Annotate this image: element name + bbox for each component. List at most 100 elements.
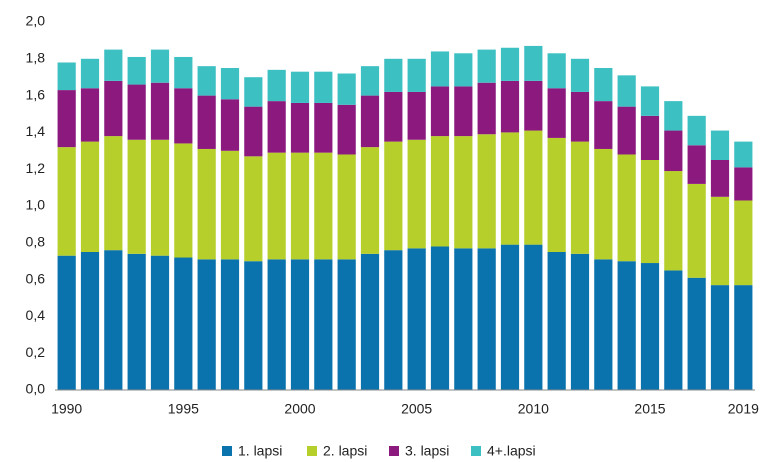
- bar-segment: [337, 259, 356, 390]
- bar-segment: [500, 244, 520, 390]
- bar-segment: [384, 141, 403, 251]
- bar-segment: [640, 115, 660, 160]
- bar-segment: [57, 62, 76, 91]
- bar-segment: [594, 148, 613, 260]
- bar-segment: [734, 167, 753, 201]
- bar-segment: [127, 139, 146, 254]
- bar-segment: [244, 106, 263, 157]
- bar-segment: [430, 86, 450, 137]
- bar-segment: [430, 51, 450, 87]
- bar-segment: [360, 66, 380, 96]
- x-tick-label: 2005: [401, 401, 432, 417]
- bar-segment: [710, 130, 730, 160]
- bar-segment: [197, 66, 216, 96]
- bar-segment: [267, 101, 286, 153]
- bar-segment: [174, 257, 193, 390]
- bar-segment: [477, 82, 496, 135]
- bar-segment: [174, 56, 193, 89]
- bar-segment: [57, 147, 76, 256]
- bar-segment: [547, 88, 566, 138]
- y-tick-label: 1,0: [26, 197, 46, 213]
- bar-segment: [617, 154, 636, 262]
- bar-segment: [384, 250, 403, 390]
- bar-segment: [220, 150, 240, 260]
- bar-segment: [197, 95, 216, 149]
- bar-segment: [547, 252, 566, 390]
- bar-segment: [104, 136, 123, 251]
- bar-segment: [640, 86, 660, 116]
- x-tick-label: 1990: [51, 401, 82, 417]
- bar-segment: [290, 102, 310, 153]
- x-tick-label: 2015: [634, 401, 665, 417]
- bar-segment: [360, 253, 380, 390]
- bar-segment: [290, 152, 310, 260]
- bar-segment: [524, 45, 543, 81]
- bar-segment: [594, 101, 613, 149]
- bar-segment: [454, 86, 473, 137]
- y-tick-label: 0,4: [26, 307, 46, 323]
- legend-swatch: [471, 446, 481, 456]
- bar-segment: [174, 88, 193, 144]
- bar-segment: [617, 106, 636, 155]
- bar-segment: [524, 80, 543, 131]
- bar-segment: [664, 171, 683, 271]
- bar-segment: [267, 69, 286, 102]
- bar-segment: [570, 91, 590, 142]
- bar-segment: [290, 71, 310, 103]
- bar-segment: [80, 141, 100, 252]
- bar-segment: [337, 73, 356, 105]
- bar-segment: [477, 134, 496, 249]
- bar-segment: [267, 259, 286, 390]
- y-tick-label: 0,2: [26, 344, 46, 360]
- legend-label: 3. lapsi: [405, 443, 449, 459]
- bar-segment: [687, 277, 706, 390]
- bar-segment: [687, 183, 706, 278]
- bar-segment: [477, 248, 496, 390]
- bar-segment: [454, 136, 473, 249]
- bar-segment: [80, 58, 100, 89]
- bar-segment: [337, 154, 356, 260]
- y-tick-label: 0,0: [26, 381, 46, 397]
- bar-segment: [127, 56, 146, 85]
- bar-segment: [150, 255, 170, 390]
- bar-segment: [104, 80, 123, 137]
- bar-segment: [664, 101, 683, 131]
- bar-segment: [734, 285, 753, 390]
- y-tick-label: 0,6: [26, 270, 46, 286]
- bar-segment: [127, 253, 146, 390]
- bar-segment: [197, 259, 216, 390]
- legend-swatch: [222, 446, 232, 456]
- bar-segment: [500, 47, 520, 81]
- bar-segment: [57, 255, 76, 390]
- bar-segment: [710, 160, 730, 197]
- legend-swatch: [389, 446, 399, 456]
- bar-segment: [150, 49, 170, 83]
- y-tick-label: 1,8: [26, 50, 46, 66]
- bar-segment: [407, 58, 426, 92]
- x-tick-label: 2000: [284, 401, 315, 417]
- bar-segment: [407, 139, 426, 249]
- legend-label: 4+.lapsi: [487, 443, 536, 459]
- bar-segment: [710, 285, 730, 390]
- y-tick-label: 0,8: [26, 234, 46, 250]
- x-tick-label: 2019: [728, 401, 759, 417]
- bar-segment: [430, 246, 450, 390]
- bar-segment: [150, 139, 170, 256]
- bar-segment: [244, 156, 263, 262]
- bar-segment: [500, 132, 520, 245]
- bar-segment: [570, 141, 590, 254]
- bar-segment: [80, 252, 100, 390]
- bar-segment: [547, 53, 566, 89]
- bar-segment: [104, 250, 123, 390]
- bar-segment: [734, 141, 753, 168]
- y-tick-label: 1,6: [26, 86, 46, 102]
- bar-segment: [407, 248, 426, 390]
- bar-segment: [220, 99, 240, 151]
- bar-segment: [337, 104, 356, 155]
- bar-segment: [454, 53, 473, 87]
- bar-segment: [220, 259, 240, 390]
- bar-segment: [244, 77, 263, 107]
- bar-segment: [664, 270, 683, 390]
- bar-segment: [360, 95, 380, 148]
